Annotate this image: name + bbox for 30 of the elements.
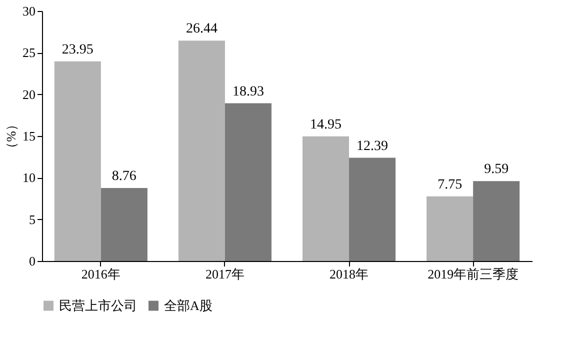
bar [349,158,396,261]
y-tick-label: 10 [22,170,36,186]
y-tick-label: 30 [22,4,36,18]
data-label: 8.76 [112,169,136,184]
legend-label: 民营上市公司 [59,298,137,313]
y-tick-label: 5 [29,212,36,227]
bar [178,40,225,261]
bar [426,196,474,261]
bar [224,103,272,261]
data-label: 7.75 [438,177,462,192]
x-tick-label: 2019年前三季度 [428,266,519,282]
bar [100,188,148,261]
data-label: 9.59 [484,162,509,178]
x-tick-label: 2016年 [81,266,120,282]
y-tick-label: 15 [22,128,36,144]
bar [473,181,520,261]
data-label: 23.95 [62,42,94,58]
x-tick-label: 2017年 [205,266,244,282]
y-axis-title: （%） [4,118,18,155]
y-tick-label: 20 [22,86,36,102]
data-label: 12.39 [356,138,388,154]
data-label: 18.93 [232,84,264,100]
bar [302,136,350,261]
y-tick-label: 25 [22,45,36,60]
legend-label: 全部A股 [164,298,212,313]
y-tick-label: 0 [29,254,36,268]
x-tick-label: 2018年 [330,266,369,282]
data-label: 26.44 [186,22,218,37]
data-label: 14.95 [310,117,342,132]
bar [54,61,101,261]
